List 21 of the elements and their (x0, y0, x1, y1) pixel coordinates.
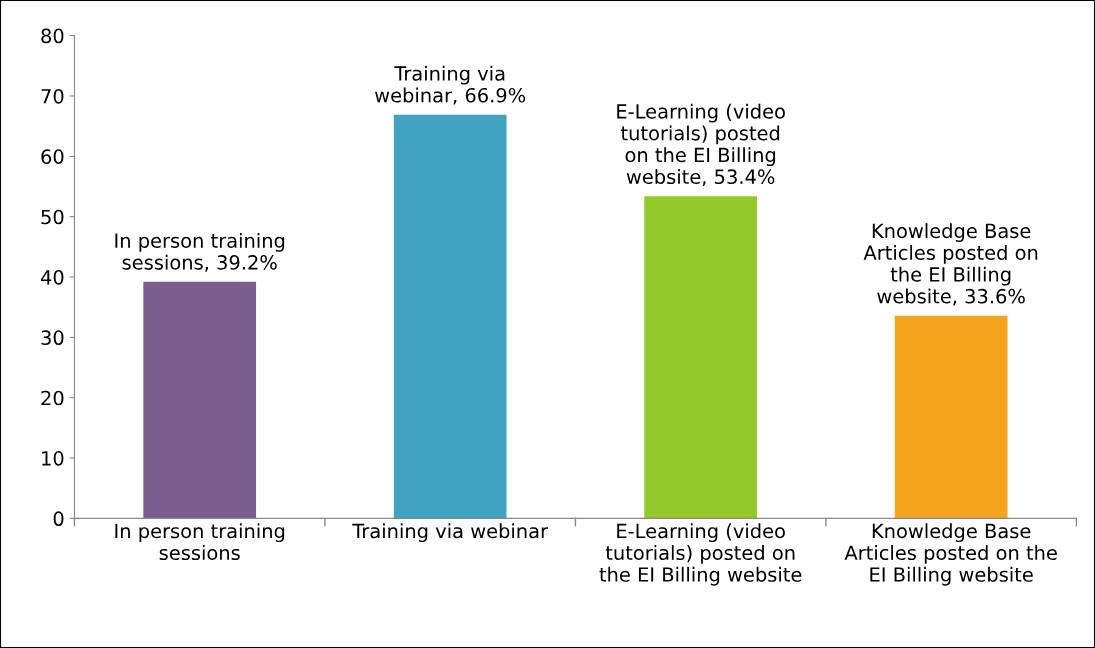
y-tick-label: 10 (42, 451, 64, 466)
x-tick-label: In person training sessions (115, 523, 285, 561)
x-tick-label: Training via webinar (352, 523, 549, 543)
y-tick-label: 20 (41, 390, 64, 406)
data-label: Training via webinar, 66.9% (375, 65, 526, 105)
x-tick-label: Knowledge Base Articles posted on the EI Billing website (844, 523, 1057, 586)
y-tick-label: 80 (41, 28, 64, 44)
bar (393, 114, 507, 519)
y-tick-label: 50 (41, 209, 64, 225)
y-tick-label: 40 (40, 269, 64, 285)
y-tick-label: 60 (41, 149, 64, 164)
x-tick-label: E-Learning (video tutorials) posted on the EI Billing website (599, 523, 802, 586)
y-tick-label: 30 (41, 330, 64, 346)
y-tick-label: 70 (41, 88, 64, 104)
data-label: Knowledge Base Articles posted on the EI Billing website, 33.6% (863, 223, 1038, 306)
bar (644, 196, 758, 519)
bar (143, 281, 257, 519)
data-label: E-Learning (video tutorials) posted on the EI Billing website, 53.4% (617, 103, 785, 187)
bar (894, 315, 1008, 519)
data-label: In person training sessions, 39.2% (115, 232, 285, 272)
y-tick-label: 0 (53, 511, 64, 527)
